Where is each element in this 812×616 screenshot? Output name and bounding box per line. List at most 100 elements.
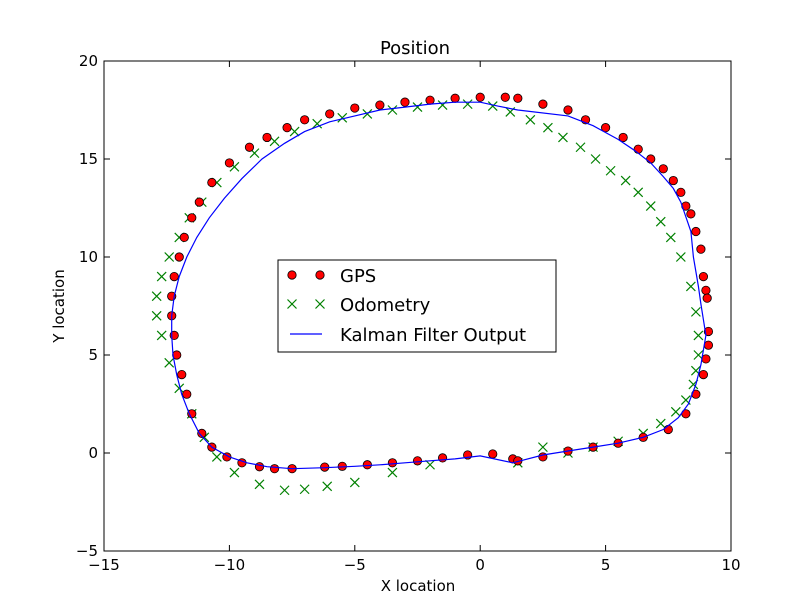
odometry-point [693, 330, 704, 341]
gps-point [387, 458, 398, 468]
gps-point [269, 464, 280, 474]
gps-point [400, 97, 410, 107]
gps-point [701, 285, 711, 295]
gps-point [425, 95, 435, 105]
gps-point [600, 123, 611, 133]
gps-point [618, 132, 628, 143]
odometry-point [525, 114, 536, 125]
gps-point [686, 209, 696, 219]
odometry-point [655, 418, 666, 429]
odometry-point [537, 442, 548, 453]
gps-point [563, 105, 573, 115]
gps-point [177, 369, 187, 380]
odometry-point [164, 357, 175, 368]
legend-gps-marker [315, 270, 325, 280]
gps-point [703, 340, 714, 350]
gps-point [702, 293, 712, 303]
gps-point [224, 158, 234, 168]
gps-point [698, 271, 709, 282]
odometry-point [412, 102, 423, 112]
odometry-point [174, 383, 185, 394]
gps-point [282, 123, 292, 133]
y-tick-label: 5 [88, 346, 98, 364]
legend-gps-marker [287, 270, 297, 280]
odometry-point [156, 271, 167, 282]
odometry-point [690, 306, 701, 317]
gps-point [488, 449, 498, 459]
y-tick-label: 20 [79, 52, 98, 70]
gps-point [691, 226, 701, 237]
legend-entry: GPS [287, 266, 376, 287]
plot-frame [103, 60, 732, 552]
gps-point [696, 244, 706, 254]
odometry-point [279, 485, 290, 496]
odometry-point [590, 154, 601, 164]
gps-point [437, 453, 448, 463]
gps-point [187, 213, 197, 223]
y-axis-label: Y location [50, 269, 68, 343]
odometry-point [670, 406, 681, 417]
odometry-point [437, 100, 448, 111]
axis-ticks: −15 −10 −5 0 5 10 −5 0 5 10 15 20 [76, 52, 741, 574]
gps-point [174, 252, 184, 262]
gps-point [207, 177, 217, 188]
odometry-point [620, 175, 631, 186]
gps-point [676, 187, 686, 197]
odometry-point [693, 350, 704, 360]
odometry-point [387, 467, 398, 478]
gps-point [475, 92, 485, 102]
odometry-point [425, 459, 435, 470]
legend-label: GPS [340, 266, 376, 287]
odometry-point [575, 142, 586, 153]
odometry-point [337, 112, 348, 123]
x-tick-label: 5 [601, 556, 611, 574]
odometry-series [151, 99, 704, 496]
odometry-point [156, 330, 167, 341]
gps-point [254, 462, 265, 472]
gps-point [375, 100, 385, 110]
gps-point [668, 175, 678, 186]
gps-point [179, 232, 189, 242]
odometry-point [605, 165, 616, 176]
odometry-point [655, 216, 666, 227]
legend-entry: Kalman Filter Output [290, 325, 526, 346]
odometry-point [211, 451, 222, 462]
gps-point [658, 164, 668, 174]
x-tick-label: −10 [214, 556, 246, 574]
odometry-point [685, 281, 696, 292]
odometry-point [164, 252, 175, 262]
odometry-point [387, 105, 398, 115]
gps-point [194, 197, 204, 207]
gps-point [169, 271, 179, 282]
odometry-point [289, 126, 300, 137]
gps-point [300, 115, 310, 125]
gps-point [633, 144, 643, 154]
gps-point [646, 154, 656, 164]
gps-point [513, 93, 523, 103]
gps-point [244, 142, 255, 152]
gps-point [197, 428, 207, 438]
kalman-filter-line [171, 101, 707, 470]
gps-point [182, 389, 192, 399]
legend-odometry-marker [315, 299, 325, 309]
y-tick-label: 15 [79, 150, 98, 168]
y-tick-label: −5 [76, 542, 98, 560]
gps-point [412, 456, 423, 466]
gps-point [500, 92, 510, 102]
odometry-point [665, 232, 676, 243]
y-tick-label: 10 [79, 248, 98, 266]
legend: GPS Odometry Kalman Filter Output [277, 259, 557, 353]
legend-odometry-marker [287, 299, 297, 309]
odometry-point [462, 99, 473, 110]
odometry-point [349, 477, 360, 488]
x-tick-label: −5 [344, 556, 366, 574]
gps-point [350, 103, 360, 113]
odometry-point [312, 118, 323, 129]
chart-title: Position [380, 38, 450, 59]
gps-point [698, 369, 709, 380]
gps-point [262, 132, 272, 143]
odometry-point [558, 132, 568, 143]
odometry-point [269, 136, 280, 147]
